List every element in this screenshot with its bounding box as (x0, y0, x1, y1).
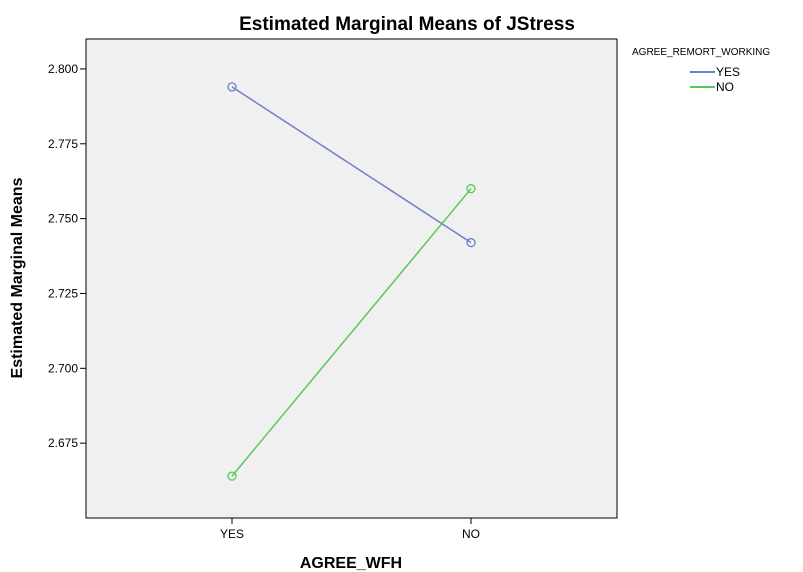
chart-title: Estimated Marginal Means of JStress (239, 14, 575, 35)
x-axis: YES NO (220, 518, 480, 541)
y-tick-label: 2.775 (48, 137, 78, 151)
y-tick-label: 2.750 (48, 212, 78, 226)
y-axis-title: Estimated Marginal Means (9, 177, 26, 378)
y-axis: 2.800 2.775 2.750 2.725 2.700 2.675 (48, 62, 86, 450)
x-tick-label: YES (220, 527, 244, 541)
y-tick-label: 2.800 (48, 62, 78, 76)
legend-title: AGREE_REMORT_WORKING (632, 47, 770, 58)
series-line-yes (231, 86, 472, 244)
legend-label-yes: YES (716, 65, 740, 79)
x-tick-label: NO (462, 527, 480, 541)
legend-label-no: NO (716, 80, 734, 94)
x-axis-title: AGREE_WFH (300, 555, 402, 572)
series-line-no (231, 188, 472, 477)
data-point-yes (227, 82, 237, 92)
y-tick-label: 2.725 (48, 286, 78, 300)
data-point-no (227, 471, 237, 481)
plot-area (85, 38, 618, 519)
y-tick-label: 2.700 (48, 361, 78, 375)
series-layer (227, 82, 476, 481)
data-point-yes (466, 237, 476, 248)
data-point-no (466, 184, 476, 194)
y-tick-label: 2.675 (48, 436, 78, 450)
